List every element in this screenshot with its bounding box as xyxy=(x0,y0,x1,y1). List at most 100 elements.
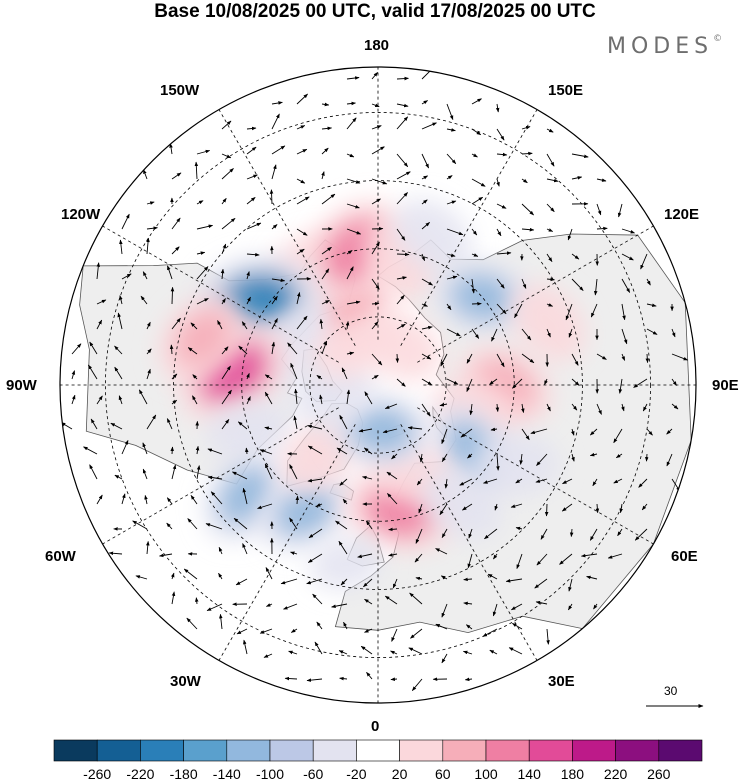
wind-vector xyxy=(640,253,648,270)
wind-vector xyxy=(439,402,448,407)
wind-vector xyxy=(321,268,330,280)
wind-vector xyxy=(395,353,400,363)
wind-vector xyxy=(561,503,573,512)
wind-vector xyxy=(638,478,648,488)
wind-vector xyxy=(221,197,227,205)
wind-vector xyxy=(568,328,573,338)
wind-vector xyxy=(71,343,82,355)
wind-vector xyxy=(396,294,405,305)
wind-vector xyxy=(321,246,332,255)
wind-vector xyxy=(321,171,325,180)
wind-vector xyxy=(371,353,383,366)
wind-vector xyxy=(171,246,180,255)
wind-vector xyxy=(259,449,273,455)
wind-vector xyxy=(366,671,373,680)
wind-vector xyxy=(246,271,250,280)
wind-vector xyxy=(463,601,473,606)
lon-label-0: 0 xyxy=(371,718,380,735)
colorbar-tick-label: -180 xyxy=(169,766,198,782)
wind-vector xyxy=(388,553,398,557)
wind-vector xyxy=(408,647,423,655)
wind-vector xyxy=(338,650,348,655)
wind-vector xyxy=(494,503,499,511)
colorbar-swatch xyxy=(53,739,98,762)
wind-vector xyxy=(246,174,258,180)
anomaly-23 xyxy=(309,537,384,591)
wind-vector xyxy=(435,623,448,630)
wind-vector xyxy=(621,403,625,412)
latitude-circle xyxy=(105,112,651,658)
wind-vector xyxy=(671,328,676,338)
wind-vector xyxy=(192,395,198,405)
wind-vector xyxy=(646,278,651,286)
wind-vector xyxy=(384,403,398,410)
wind-vector xyxy=(396,171,411,180)
wind-vector xyxy=(586,575,598,580)
wind-vector xyxy=(535,600,548,605)
wind-vector xyxy=(396,116,409,130)
wind-vector xyxy=(521,203,534,216)
wind-vector xyxy=(196,200,204,205)
lon-label-30w: 30W xyxy=(170,673,201,690)
wind-vector xyxy=(221,120,232,130)
wind-vector xyxy=(571,253,580,260)
wind-vector xyxy=(396,378,406,387)
wind-vector xyxy=(365,520,373,530)
wind-vector xyxy=(346,178,361,184)
wind-vector xyxy=(512,623,523,630)
wind-vector xyxy=(307,553,323,563)
logo-text: MODES xyxy=(607,34,714,59)
latitude-circle xyxy=(309,316,447,454)
wind-vector xyxy=(516,553,523,570)
wind-vector xyxy=(194,161,199,180)
anomaly-26 xyxy=(312,322,385,379)
wind-vector xyxy=(363,578,373,588)
wind-vector xyxy=(546,178,559,183)
wind-vector xyxy=(466,378,473,393)
wind-vector xyxy=(259,628,273,634)
wind-vector xyxy=(307,424,323,430)
wind-vector xyxy=(290,551,298,555)
wind-vector xyxy=(271,164,277,180)
wind-vector xyxy=(396,153,409,168)
wind-vector xyxy=(546,203,555,213)
wind-vector xyxy=(491,328,498,342)
wind-vector xyxy=(621,328,628,345)
wind-vector xyxy=(236,628,248,635)
wind-vector xyxy=(666,453,673,467)
wind-vector xyxy=(546,277,555,282)
wind-vector xyxy=(271,278,286,283)
wind-vector xyxy=(364,391,373,405)
wind-vector xyxy=(462,650,473,655)
wind-vector xyxy=(246,197,256,205)
wind-vector xyxy=(496,228,502,237)
wind-vector xyxy=(465,624,473,630)
wind-vector xyxy=(421,199,428,205)
wind-vector xyxy=(296,292,301,305)
wind-vector xyxy=(142,468,148,480)
colorbar-tick-label: -260 xyxy=(83,766,112,782)
wind-vector xyxy=(242,487,248,505)
wind-vector xyxy=(571,403,578,411)
wind-vector xyxy=(221,346,229,355)
wind-vector xyxy=(467,453,473,459)
wind-vector xyxy=(146,201,155,205)
wind-vector xyxy=(190,322,198,330)
wind-vector xyxy=(519,453,523,465)
wind-vector xyxy=(221,168,234,180)
wind-vector xyxy=(596,178,607,182)
wind-vector xyxy=(171,464,177,480)
wind-vector xyxy=(414,553,423,563)
wind-vector xyxy=(589,452,598,457)
wind-vector xyxy=(492,603,498,617)
wind-vector xyxy=(363,447,373,455)
wind-vector xyxy=(321,340,328,355)
wind-vector xyxy=(316,621,323,630)
wind-vector xyxy=(196,465,201,480)
wind-vector xyxy=(489,649,498,655)
colorbar-swatch xyxy=(312,739,357,762)
lon-label-120w: 120W xyxy=(61,206,101,223)
wind-vector xyxy=(190,495,198,505)
wind-vector xyxy=(467,553,473,569)
wind-vector xyxy=(391,453,398,460)
